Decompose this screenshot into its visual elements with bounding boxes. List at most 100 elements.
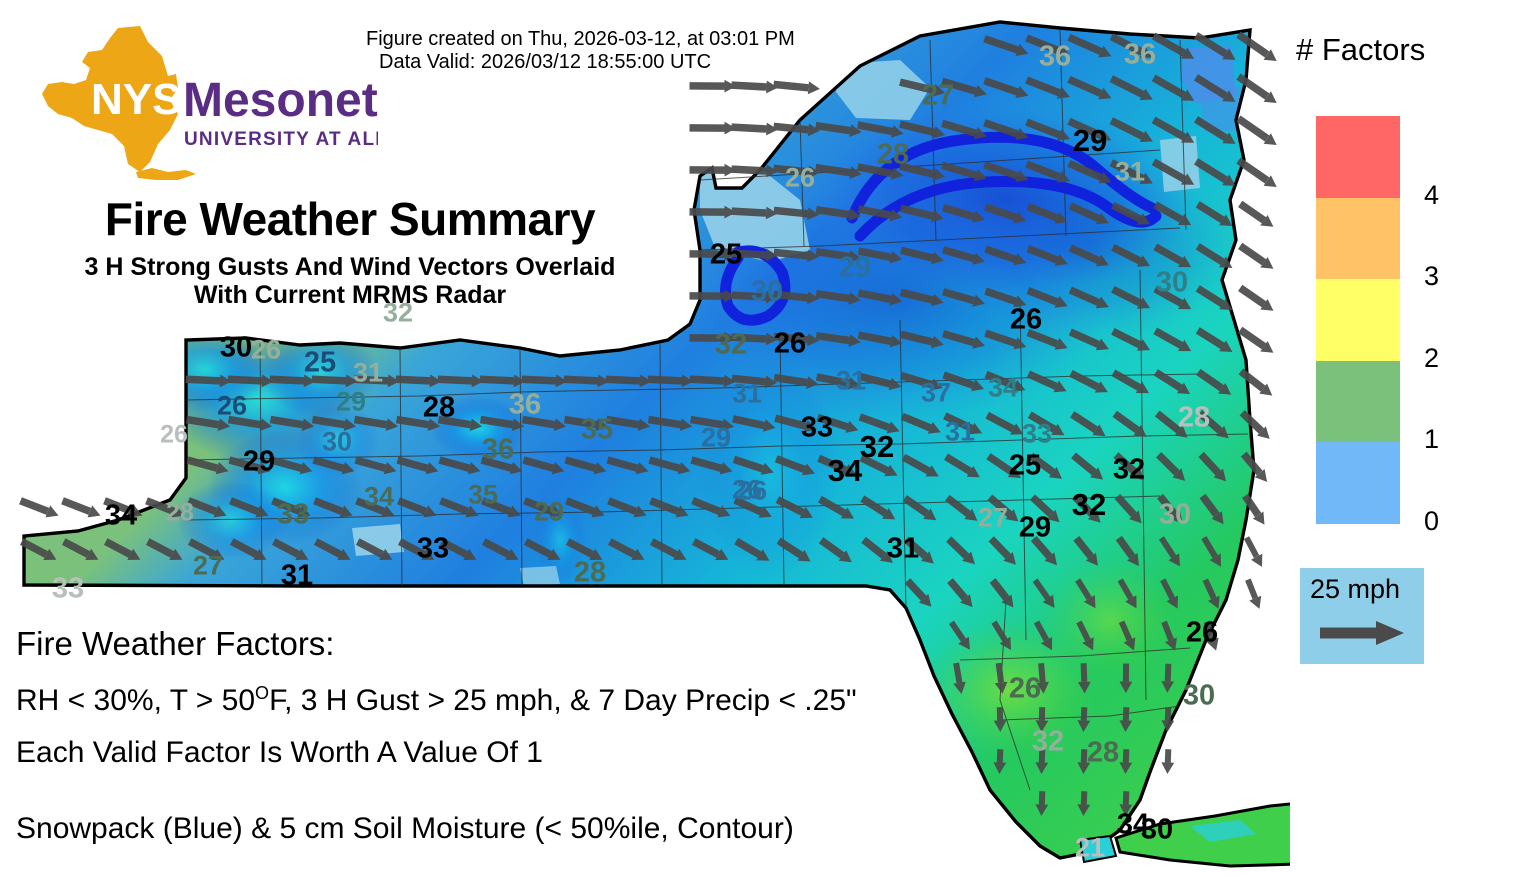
- wind-vector-head: [1119, 804, 1133, 816]
- wind-vector-head: [804, 420, 817, 433]
- wind-vector-shaft: [1238, 200, 1267, 224]
- wind-vector-shaft: [1195, 285, 1225, 308]
- wind-vector-shaft: [269, 415, 304, 429]
- wind-vector-shaft: [481, 497, 512, 515]
- wind-vector-head: [341, 462, 355, 475]
- gust-label: 35: [467, 479, 499, 510]
- wind-vector-shaft: [942, 204, 976, 221]
- wind-vector-shaft: [941, 161, 977, 179]
- wind-vector-head: [968, 422, 983, 435]
- wind-vector-head: [549, 505, 563, 518]
- wind-vector-shaft: [186, 456, 219, 472]
- wind-vector-head: [1131, 467, 1145, 481]
- wind-vector-head: [591, 505, 605, 518]
- wind-vector-head: [931, 335, 944, 349]
- wind-vector-head: [43, 548, 57, 560]
- wind-vector-head: [1054, 337, 1068, 350]
- wind-vector-head: [964, 508, 978, 521]
- wind-vector-head: [1013, 253, 1027, 266]
- wind-vector-head: [339, 505, 353, 518]
- wind-vector-shaft: [944, 453, 972, 475]
- wind-vector-head: [253, 548, 267, 560]
- wind-vector-head: [1123, 637, 1136, 651]
- wind-vector-head: [383, 462, 397, 475]
- wind-vector-shaft: [1238, 242, 1267, 266]
- wind-vector-shaft: [1028, 452, 1056, 476]
- wind-vector-shaft: [732, 455, 764, 473]
- wind-vector-head: [1136, 297, 1151, 309]
- wind-vector-head: [555, 374, 568, 388]
- wind-vector-head: [1085, 552, 1098, 566]
- staten-island: [1078, 834, 1118, 864]
- wind-vector-head: [972, 336, 985, 349]
- wind-vector-shaft: [1080, 749, 1088, 763]
- wind-vector-head: [966, 465, 980, 478]
- wind-vector-head: [1260, 215, 1274, 227]
- wind-vector-shaft: [899, 120, 935, 136]
- wind-vector-head: [930, 378, 943, 391]
- wind-vector-head: [1178, 339, 1192, 352]
- wind-vector-head: [1098, 45, 1112, 58]
- gust-label: 28: [573, 556, 607, 589]
- colorbar-cell-2: [1316, 279, 1400, 361]
- wind-vector-head: [849, 124, 862, 137]
- wind-vector-head: [1211, 511, 1224, 525]
- gust-label: 26: [1185, 616, 1219, 649]
- wind-vector-head: [1263, 49, 1277, 61]
- wind-vector-shaft: [1068, 202, 1100, 222]
- wind-vector-head: [931, 209, 944, 223]
- wind-vector-head: [547, 548, 561, 560]
- wind-vector-shaft: [271, 497, 302, 515]
- wind-speed-key: 25 mph: [1300, 568, 1424, 664]
- snowpack-note: Snowpack (Blue) & 5 cm Soil Moisture (< …: [16, 812, 794, 845]
- wind-vector-head: [1254, 469, 1268, 482]
- wind-vector-shaft: [1243, 536, 1260, 559]
- wind-vector-head: [1178, 213, 1192, 226]
- wind-vector-shaft: [355, 497, 386, 515]
- gust-label: 30: [750, 275, 784, 308]
- wind-vector-shaft: [857, 163, 893, 178]
- wind-vector-shaft: [818, 495, 846, 517]
- wind-vector-head: [845, 420, 859, 433]
- wind-vector-head: [1054, 295, 1068, 308]
- colorbar-tick-3: 3: [1424, 261, 1440, 292]
- gust-label: 29: [242, 445, 276, 478]
- wind-vector-head: [717, 505, 731, 518]
- gust-label: 33: [800, 411, 834, 444]
- wind-vector-head: [843, 464, 857, 476]
- wind-vector-head: [1139, 130, 1153, 142]
- wind-vector-shaft: [1122, 749, 1130, 763]
- wind-vector-shaft: [269, 375, 305, 385]
- wind-vector-head: [806, 376, 819, 389]
- wind-vector-head: [1082, 637, 1094, 651]
- wind-vector-shaft: [1241, 493, 1262, 518]
- wind-vector-head: [1209, 553, 1221, 567]
- wind-vector-shaft: [773, 206, 809, 218]
- wind-vector-shaft: [565, 538, 594, 558]
- gust-label: 30: [1158, 498, 1192, 531]
- wind-vector-head: [1181, 173, 1195, 185]
- wind-vector-shaft: [983, 161, 1019, 180]
- wind-vector-shaft: [942, 330, 976, 347]
- wind-vector-head: [301, 418, 315, 431]
- gust-label: 32: [1031, 725, 1065, 758]
- wind-vector-shaft: [1153, 201, 1184, 223]
- gust-label: 27: [192, 550, 224, 581]
- wind-vector-shaft: [1029, 494, 1054, 518]
- wind-vector-shaft: [1038, 791, 1046, 805]
- figure-created-timestamp: Figure created on Thu, 2026-03-12, at 03…: [366, 28, 795, 50]
- wind-vector-shaft: [815, 331, 850, 345]
- gust-label: 26: [250, 334, 282, 365]
- wind-vector-shaft: [481, 538, 510, 558]
- wind-vector-head: [1044, 552, 1057, 566]
- wind-vector-shaft: [942, 246, 976, 263]
- wind-vector-shaft: [1197, 410, 1223, 434]
- wind-vector-shaft: [19, 538, 48, 558]
- wind-vector-shaft: [815, 289, 850, 303]
- gust-label: 26: [731, 474, 763, 505]
- wind-vector-head: [1249, 595, 1262, 609]
- wind-vector-shaft: [605, 375, 641, 385]
- wind-vector-head: [1015, 169, 1029, 182]
- gust-label: 30: [219, 331, 253, 364]
- wind-key-arrow-icon: [1320, 621, 1404, 645]
